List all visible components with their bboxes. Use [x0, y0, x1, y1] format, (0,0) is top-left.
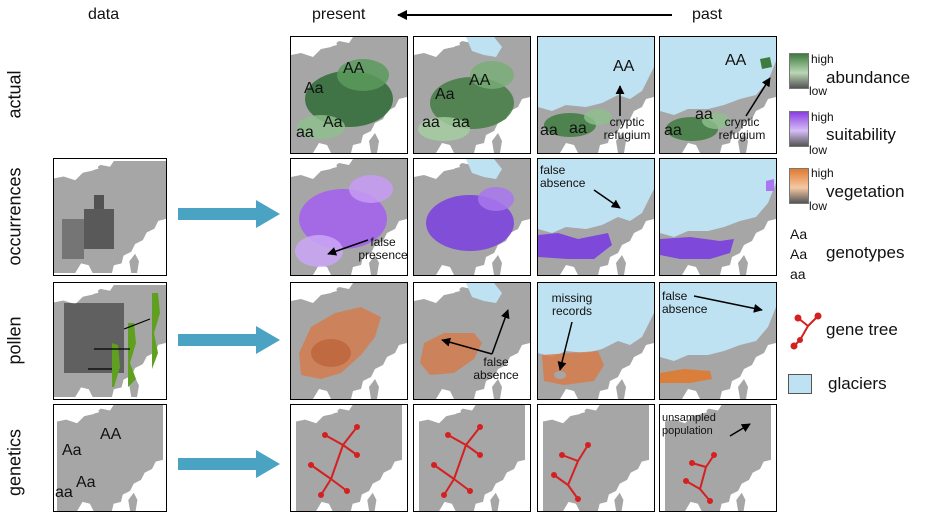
header-present: present: [312, 6, 366, 23]
data-to-map-arrow: [178, 326, 280, 354]
annotation-arrow: [693, 295, 763, 313]
row-label-occurrences: occurrences: [4, 167, 25, 266]
suitability-high-label: high: [811, 110, 834, 124]
map-genetics-4: [659, 404, 777, 512]
data-map-genetics: [53, 404, 167, 512]
suitability-legend-label: suitability: [826, 125, 896, 144]
genotype-label: AA: [725, 52, 747, 69]
genotype-label: Aa: [435, 86, 455, 103]
glaciers-legend-label: glaciers: [828, 374, 887, 393]
genotype-label: aa: [422, 114, 440, 131]
map-occurrences-2: [413, 158, 531, 276]
header-past: past: [692, 6, 723, 23]
map-actual-4: [659, 36, 777, 154]
genotype-legend-line: aa: [790, 266, 806, 282]
map-occurrences-4: [659, 158, 777, 276]
glaciers-swatch: [788, 374, 812, 394]
header-data: data: [88, 6, 120, 23]
genotype-legend-line: Aa: [790, 226, 808, 242]
vegetation-legend-label: vegetation: [826, 182, 905, 201]
genotype-label: AA: [469, 72, 491, 89]
false-absence-label: false absence: [473, 355, 519, 382]
annotation-arrow: [327, 239, 369, 256]
vegetation-low-label: low: [809, 199, 828, 213]
genotype-label: aa: [569, 120, 587, 137]
suitability-scale-swatch: [789, 111, 809, 147]
map-occurrences-1: [290, 158, 408, 276]
genotype-label: aa: [540, 122, 558, 139]
genotype-label: Aa: [323, 114, 343, 131]
genotype-label: aa: [452, 114, 470, 131]
genotype-label: aa: [695, 106, 713, 123]
data-map-occurrences: [53, 158, 167, 276]
genotype-legend-line: Aa: [790, 246, 808, 262]
map-actual-1: [290, 36, 408, 154]
annotation-arrow: [441, 309, 510, 355]
vegetation-high-label: high: [811, 166, 834, 180]
map-genetics-3: [537, 404, 655, 512]
genotype-label: AA: [100, 426, 122, 443]
annotation-arrow: [593, 189, 621, 209]
map-occurrences-3: [537, 158, 655, 276]
row-label-pollen: pollen: [4, 316, 25, 365]
genotype-label: Aa: [304, 80, 324, 97]
missing-records-label: missing records: [551, 291, 593, 318]
false-presence-label: false presence: [358, 235, 408, 262]
annotation-arrow: [615, 85, 625, 116]
genotypes-legend-label: genotypes: [826, 243, 905, 262]
time-arrow: [397, 10, 672, 20]
abundance-low-label: low: [809, 84, 828, 98]
map-actual-3: [537, 36, 655, 154]
gene-tree-legend-label: gene tree: [826, 320, 898, 339]
map-genetics-2: [413, 404, 531, 512]
genotype-label: Aa: [76, 474, 96, 491]
gene-tree-icon: [790, 312, 822, 350]
map-pollen-2: [413, 282, 531, 400]
cryptic-refugium-label: cryptic refugium: [718, 115, 766, 142]
abundance-scale-swatch: [789, 53, 809, 89]
data-map-pollen: [53, 282, 167, 400]
map-actual-2: [413, 36, 531, 154]
false-absence-label: false absence: [662, 289, 708, 316]
cryptic-refugium-label: cryptic refugium: [603, 115, 651, 142]
genotype-label: aa: [664, 122, 682, 139]
row-label-genetics: genetics: [4, 428, 25, 497]
map-pollen-3: [537, 282, 655, 400]
unsampled-population-label: unsampled population: [662, 412, 716, 437]
genotype-label: AA: [343, 60, 365, 77]
genotype-label: aa: [55, 484, 73, 501]
map-pollen-1: [290, 282, 408, 400]
false-absence-label: false absence: [540, 163, 586, 190]
annotation-arrow: [729, 423, 751, 437]
genotype-label: aa: [296, 124, 314, 141]
annotation-arrow: [745, 77, 771, 117]
data-to-map-arrow: [178, 200, 280, 228]
map-genetics-1: [290, 404, 408, 512]
suitability-low-label: low: [809, 143, 828, 157]
genotype-label: Aa: [62, 442, 82, 459]
genotype-label: AA: [613, 58, 635, 75]
annotation-arrow: [557, 321, 573, 371]
vegetation-scale-swatch: [789, 168, 809, 204]
abundance-high-label: high: [811, 52, 834, 66]
row-label-actual: actual: [4, 70, 25, 119]
abundance-legend-label: abundance: [826, 68, 911, 87]
data-to-map-arrow: [178, 450, 280, 478]
